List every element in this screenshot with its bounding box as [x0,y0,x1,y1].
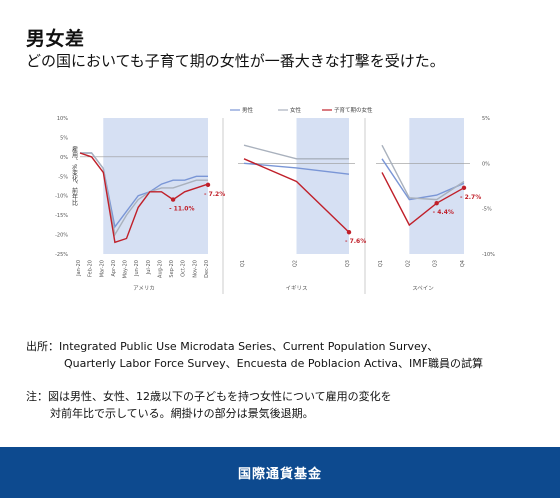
x-tick-label: Sep-20 [169,260,175,278]
x-tick-label: Jan-20 [76,260,82,277]
y-tick-label-left: -5% [58,174,68,180]
x-tick-label: May-20 [123,260,129,278]
x-tick-label: Jul-20 [146,260,152,275]
y-tick-label-left: -15% [55,213,68,219]
x-tick-label: Q1 [378,260,384,267]
x-tick-label: Jun-20 [134,260,140,277]
note-line-1: 注：図は男性、女性、12歳以下の子どもを持つ女性について雇用の変化を [26,390,392,403]
y-tick-label-left: -10% [55,194,68,200]
page-title: 男女差 [26,28,85,50]
y-tick-label-left: -25% [55,252,68,258]
footer-bar: 国際通貨基金 [0,447,560,498]
charts-figure: - 11.0% - 7.2% Jan-20 Feb-20 Mar-20 Apr-20 May… [55,106,495,294]
annotation-point [434,201,439,206]
series-line-2 [381,144,465,201]
source-line-1: 出所：Integrated Public Use Microdata Serie… [26,340,439,353]
x-tick-label: Q4 [460,260,466,267]
series-line-3 [243,158,350,233]
x-tick-label: Dec-20 [204,260,210,278]
footnote: 注：図は男性、女性、12歳以下の子どもを持つ女性について雇用の変化を 対前年比で… [26,388,392,422]
series-line-3 [381,172,465,227]
x-tick-label: Apr-20 [111,260,117,277]
x-tick-label: Q1 [240,260,246,267]
annotation-label: - 7.6% [345,238,366,245]
x-tick-label: Aug-20 [157,260,163,278]
region-label: イギリス [285,285,307,292]
recession-shading [409,118,464,254]
region-label: アメリカ [133,285,155,292]
y-tick-label-left: 10% [57,116,68,122]
x-tick-label: Q2 [293,260,299,267]
annotation-label: - 11.0% [169,206,194,213]
annotation-point [461,185,467,191]
x-tick-label: Oct-20 [181,260,187,277]
y-tick-label-left: 0% [60,155,68,161]
page-subtitle: どの国においても子育て期の女性が一番大きな打撃を受けた。 [26,52,445,70]
region-label: スペイン [412,285,434,292]
source-note: 出所：Integrated Public Use Microdata Serie… [26,338,483,372]
x-tick-label: Q3 [433,260,439,267]
series-line-2 [243,144,349,160]
x-tick-label: Q2 [405,260,411,267]
x-tick-label: Feb-20 [88,260,94,277]
annotation-label: - 7.2% [204,191,225,198]
recession-shading [103,118,208,254]
source-line-2: Quarterly Labor Force Survey、Encuesta de… [64,357,484,370]
legend-label-1: 男性 [242,106,254,114]
x-tick-label: Mar-20 [99,260,105,277]
annotation-point [346,230,352,235]
legend-label-3: 子育て期の女性 [334,106,373,114]
series-line-1 [243,162,350,175]
recession-shading [296,118,349,254]
y-tick-label-left: 5% [60,135,68,141]
series-line-3 [79,152,209,244]
note-line-2: 対前年比で示している。網掛けの部分は景気後退期。 [50,407,314,420]
footer-org-name: 国際通貨基金 [237,467,322,482]
y-tick-label-left: -20% [55,233,68,239]
y-axis-label: 雇用、%変化、前年比 [71,145,78,207]
annotation-label: - 2.7% [460,194,481,201]
y-tick-label-right: -5% [482,207,492,213]
series-line-2 [80,152,208,237]
legend-label-2: 女性 [290,106,302,114]
series-line-1 [381,158,465,201]
annotation-point [170,197,176,202]
x-tick-label: Q3 [345,260,351,267]
y-tick-label-right: 5% [482,116,490,122]
x-tick-label: Nov-20 [192,260,198,278]
annotation-point [205,182,211,188]
annotation-label: - 4.4% [433,209,454,216]
y-tick-label-right: 0% [482,161,490,167]
y-tick-label-right: -10% [482,252,495,258]
